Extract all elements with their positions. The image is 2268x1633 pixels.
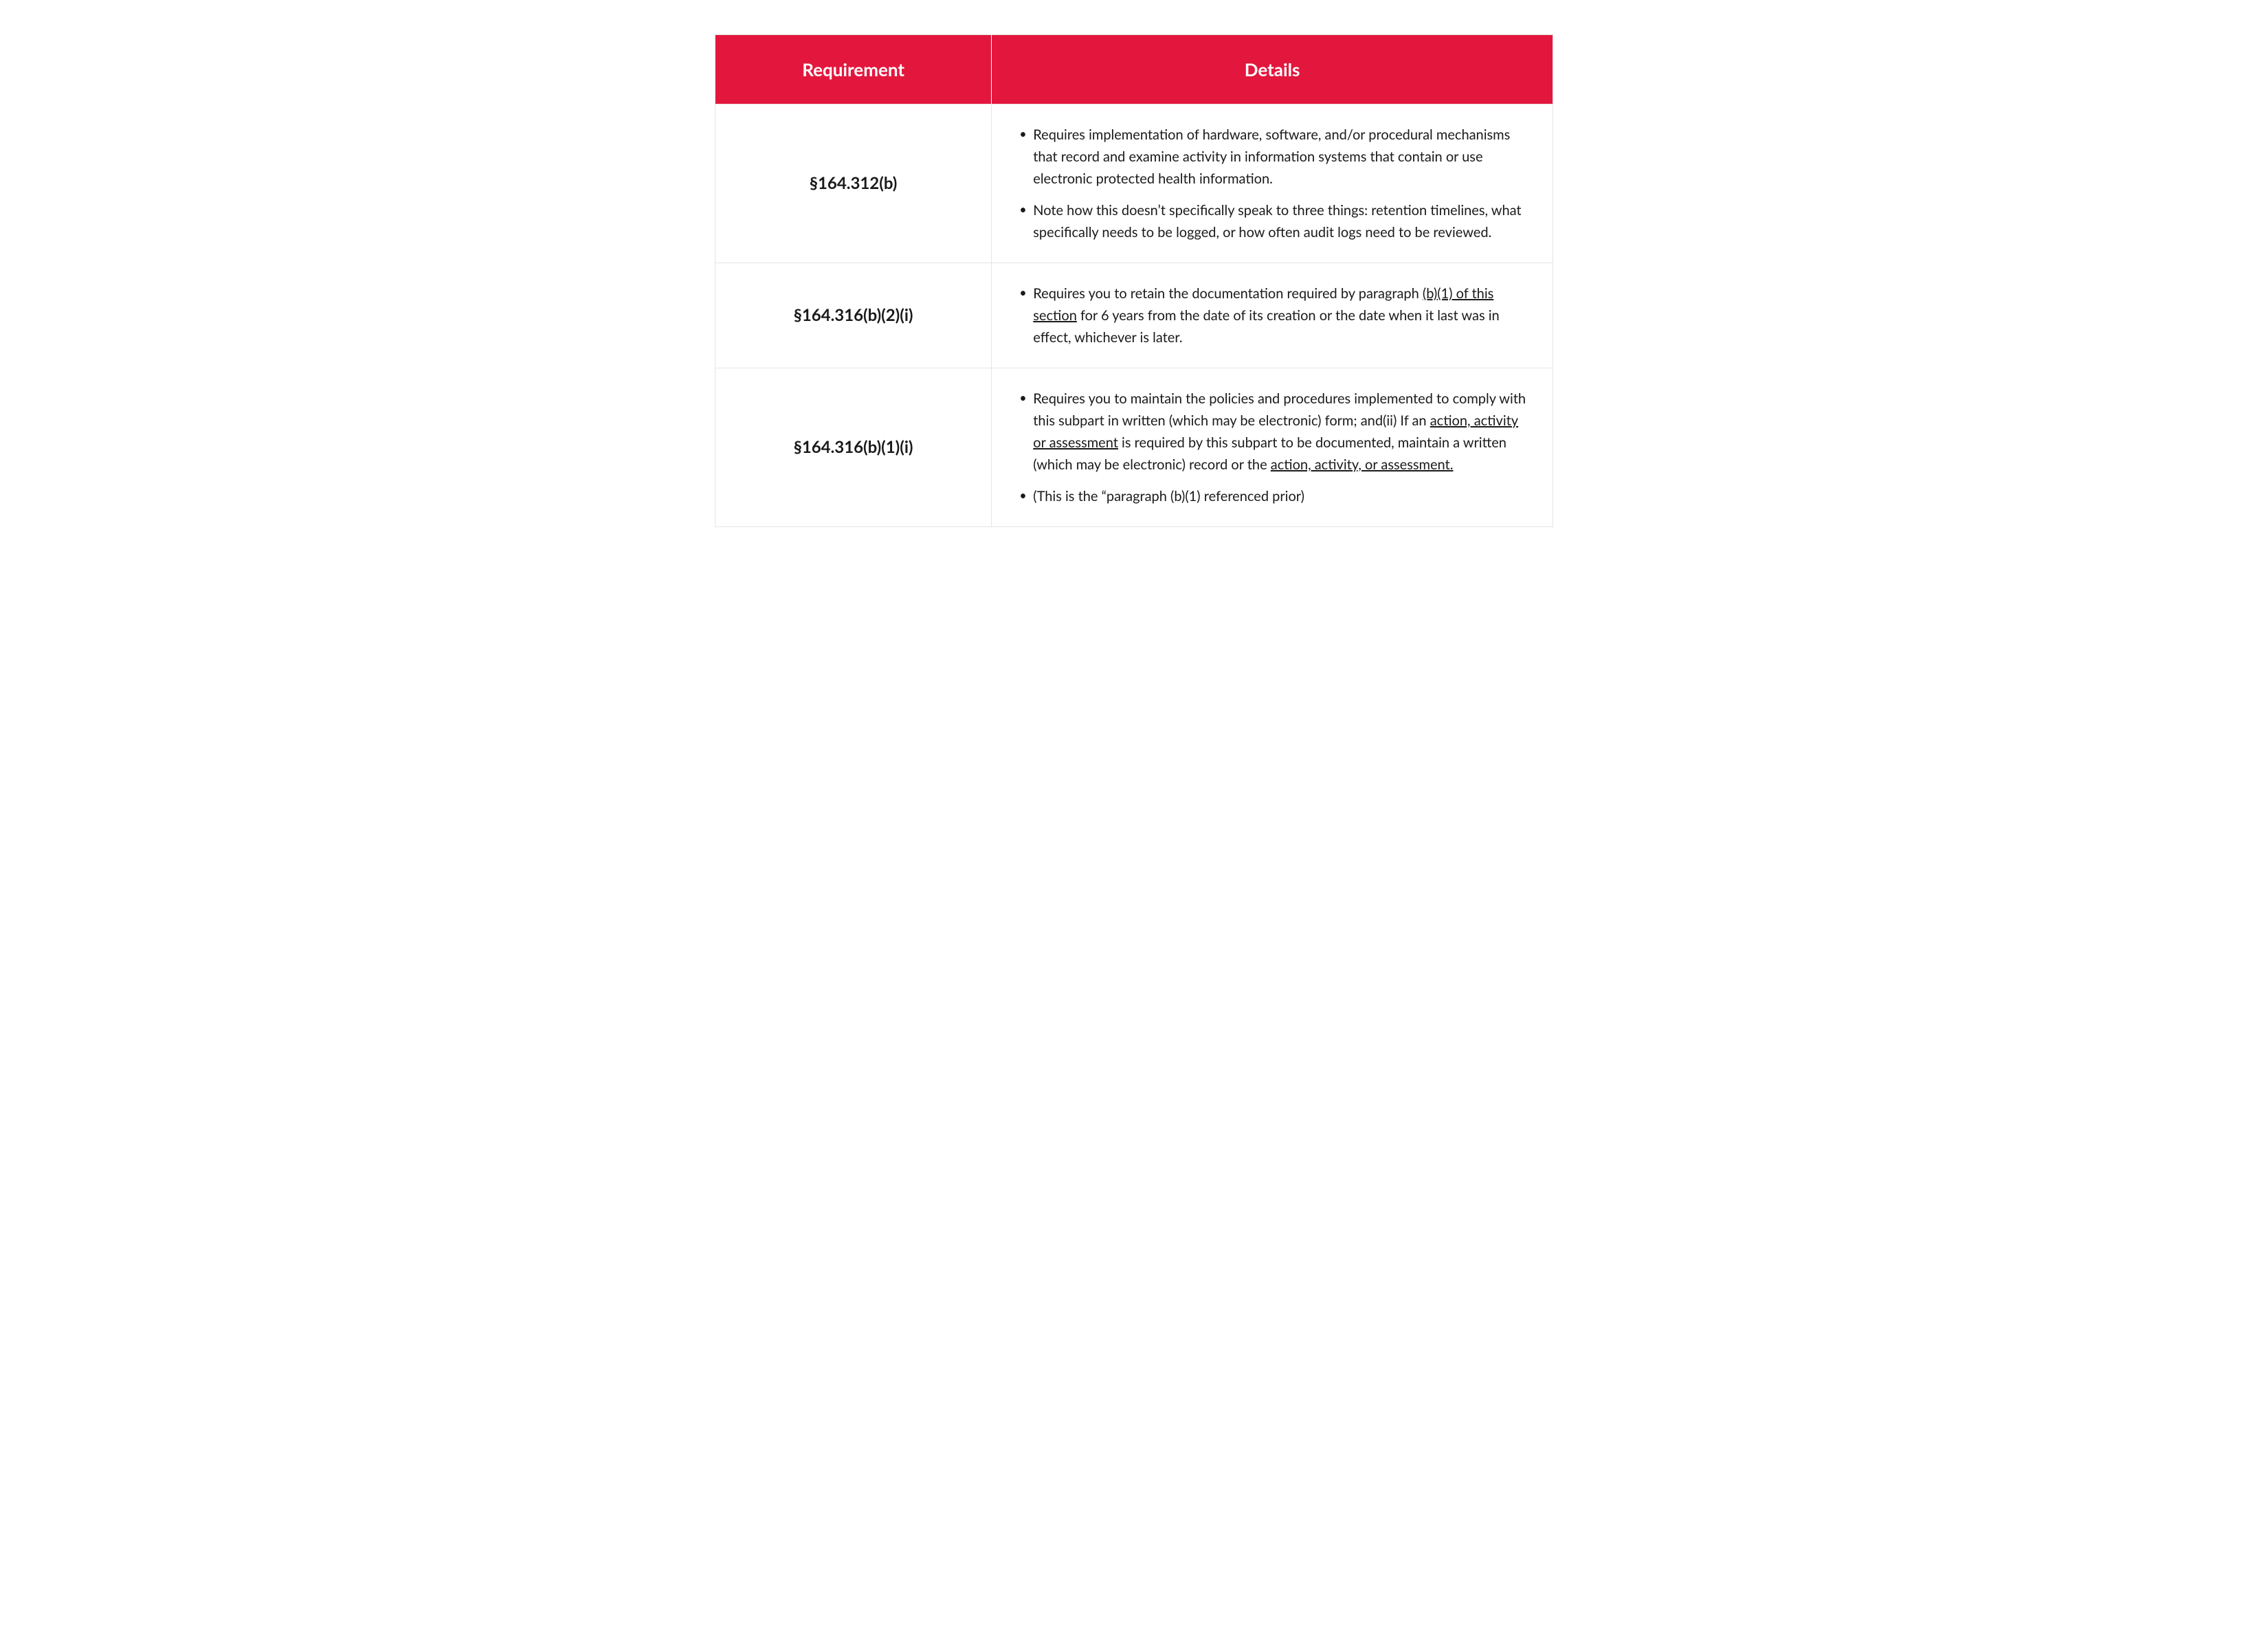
- table-row: §164.316(b)(2)(i) Requires you to retain …: [715, 263, 1553, 368]
- text-segment: Requires implementation of hardware, sof…: [1033, 126, 1510, 187]
- text-segment: Note how this doesn’t specifically speak…: [1033, 202, 1521, 241]
- column-header-details: Details: [992, 35, 1553, 104]
- details-list-item: Requires you to maintain the policies an…: [1014, 388, 1531, 476]
- details-list-item: Requires you to retain the documentation…: [1014, 282, 1531, 348]
- details-list-item: Note how this doesn’t specifically speak…: [1014, 199, 1531, 243]
- table-body: §164.312(b) Requires implementation of ha…: [715, 104, 1553, 527]
- details-list-item: Requires implementation of hardware, sof…: [1014, 124, 1531, 190]
- requirements-table: Requirement Details §164.312(b) Requires …: [715, 34, 1553, 527]
- requirement-cell: §164.316(b)(1)(i): [715, 368, 992, 527]
- requirement-cell: §164.312(b): [715, 104, 992, 263]
- details-cell: Requires you to retain the documentation…: [992, 263, 1553, 368]
- text-segment: (This is the “paragraph (b)(1) reference…: [1033, 488, 1304, 504]
- text-segment: Requires you to retain the documentation…: [1033, 285, 1423, 302]
- table-row: §164.316(b)(1)(i)Requires you to maintai…: [715, 368, 1553, 527]
- table-row: §164.312(b) Requires implementation of ha…: [715, 104, 1553, 263]
- requirement-cell: §164.316(b)(2)(i): [715, 263, 992, 368]
- details-list: Requires you to retain the documentation…: [1014, 282, 1531, 348]
- details-cell: Requires implementation of hardware, sof…: [992, 104, 1553, 263]
- text-segment: for 6 years from the date of its creatio…: [1033, 307, 1499, 346]
- table-header-row: Requirement Details: [715, 35, 1553, 104]
- underlined-text: action, activity, or assessment.: [1271, 456, 1454, 473]
- requirements-table-container: Requirement Details §164.312(b) Requires …: [715, 34, 1553, 527]
- column-header-requirement: Requirement: [715, 35, 992, 104]
- details-cell: Requires you to maintain the policies an…: [992, 368, 1553, 527]
- details-list: Requires implementation of hardware, sof…: [1014, 124, 1531, 243]
- details-list-item: (This is the “paragraph (b)(1) reference…: [1014, 485, 1531, 507]
- details-list: Requires you to maintain the policies an…: [1014, 388, 1531, 507]
